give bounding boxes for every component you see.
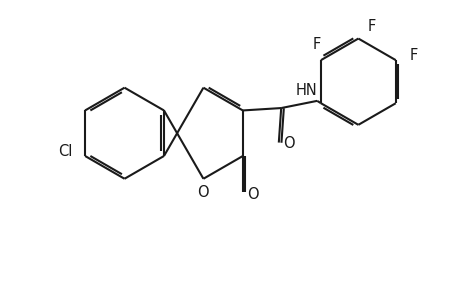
Text: O: O (196, 185, 208, 200)
Text: F: F (409, 48, 417, 63)
Text: O: O (247, 187, 259, 202)
Text: HN: HN (295, 83, 317, 98)
Text: Cl: Cl (58, 144, 72, 159)
Text: F: F (313, 37, 320, 52)
Text: F: F (367, 19, 375, 34)
Text: O: O (283, 136, 295, 151)
